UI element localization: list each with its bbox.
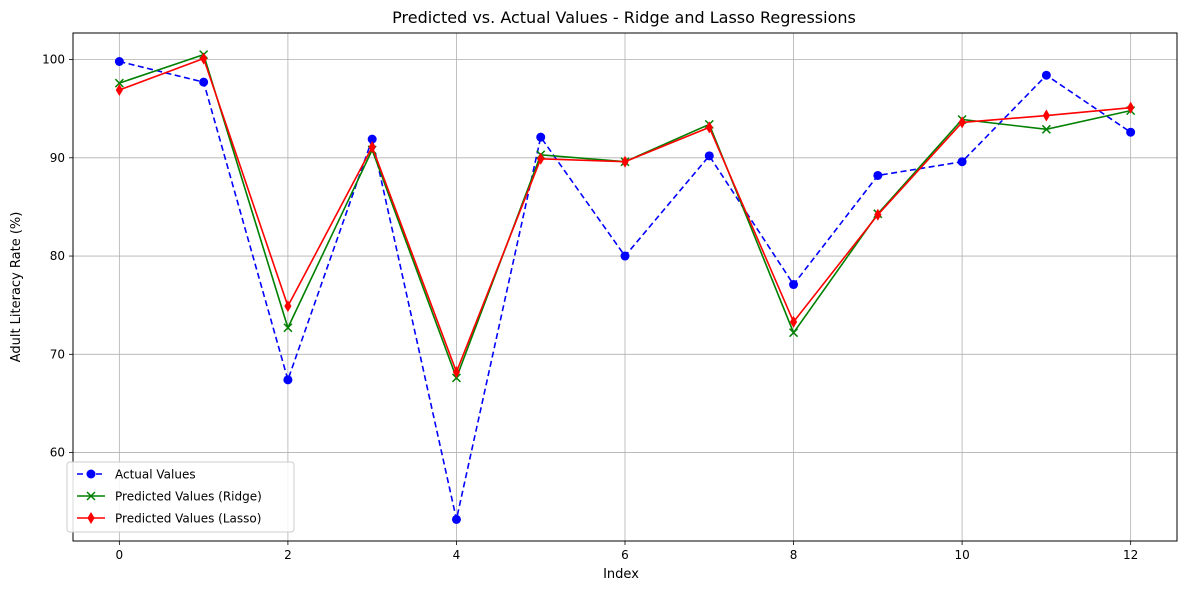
x-axis-label: Index (603, 567, 639, 582)
x-tick-label: 4 (453, 548, 461, 562)
data-point (537, 152, 545, 165)
data-point (1042, 109, 1050, 122)
y-axis-label: Adult Literacy Rate (%) (9, 212, 24, 363)
chart-title: Predicted vs. Actual Values - Ridge and … (392, 8, 856, 27)
data-point (873, 170, 883, 180)
data-point (283, 375, 293, 385)
legend-marker (86, 469, 96, 479)
legend-box (66, 461, 295, 533)
data-point (789, 315, 798, 328)
x-tick-label: 0 (116, 548, 124, 562)
series-1 (114, 56, 1136, 524)
data-point (115, 83, 123, 96)
marker-stroke (1041, 124, 1051, 134)
data-point (114, 56, 124, 66)
marker-stroke (789, 328, 799, 338)
data-point (958, 116, 966, 129)
data-point (200, 52, 208, 65)
marker-stroke (114, 78, 124, 88)
x-tick-label: 10 (954, 548, 969, 562)
y-tick-label: 80 (50, 249, 65, 263)
legend-item: Actual Values (77, 468, 196, 482)
legend: Actual Values Predicted Values (Ridge) Pre… (66, 461, 295, 533)
data-point (1041, 70, 1051, 80)
data-point (789, 280, 799, 290)
legend-marker (87, 512, 95, 524)
data-point (283, 323, 293, 333)
x-tick-label: 12 (1123, 548, 1138, 562)
x-tick-label: 6 (621, 548, 629, 562)
y-tick-label: 60 (50, 446, 65, 460)
data-point (114, 78, 124, 88)
y-tick-label: 70 (50, 347, 65, 361)
data-point (199, 77, 209, 87)
legend-label: Actual Values (115, 468, 196, 482)
data-point (367, 134, 377, 144)
legend-label: Predicted Values (Lasso) (115, 512, 261, 526)
data-point (705, 121, 713, 134)
data-point (1127, 101, 1135, 114)
series-3 (115, 52, 1135, 378)
y-tick-label: 100 (42, 53, 65, 67)
legend-item: Predicted Values (Ridge) (77, 490, 262, 504)
data-point (1041, 124, 1051, 134)
data-point (874, 208, 882, 221)
legend-item: Predicted Values (Lasso) (77, 512, 261, 526)
marker-stroke (86, 491, 96, 501)
data-point (536, 132, 546, 142)
data-point (789, 328, 799, 338)
data-point (284, 300, 292, 313)
x-tick-label: 8 (790, 548, 798, 562)
axis-ticks: 0 2 4 6 8 10 12 60 70 80 90 100 (42, 53, 1138, 562)
series-layer (114, 50, 1136, 524)
y-tick-label: 90 (50, 151, 65, 165)
data-point (452, 365, 461, 378)
data-point (621, 155, 629, 168)
x-tick-label: 2 (284, 548, 292, 562)
data-point (957, 157, 967, 167)
data-point (368, 140, 376, 153)
data-point (451, 514, 461, 524)
marker-stroke (283, 323, 293, 333)
data-point (620, 251, 630, 261)
legend-label: Predicted Values (Ridge) (115, 490, 262, 504)
legend-marker (86, 491, 96, 501)
data-point (1126, 127, 1136, 137)
data-point (704, 151, 714, 161)
